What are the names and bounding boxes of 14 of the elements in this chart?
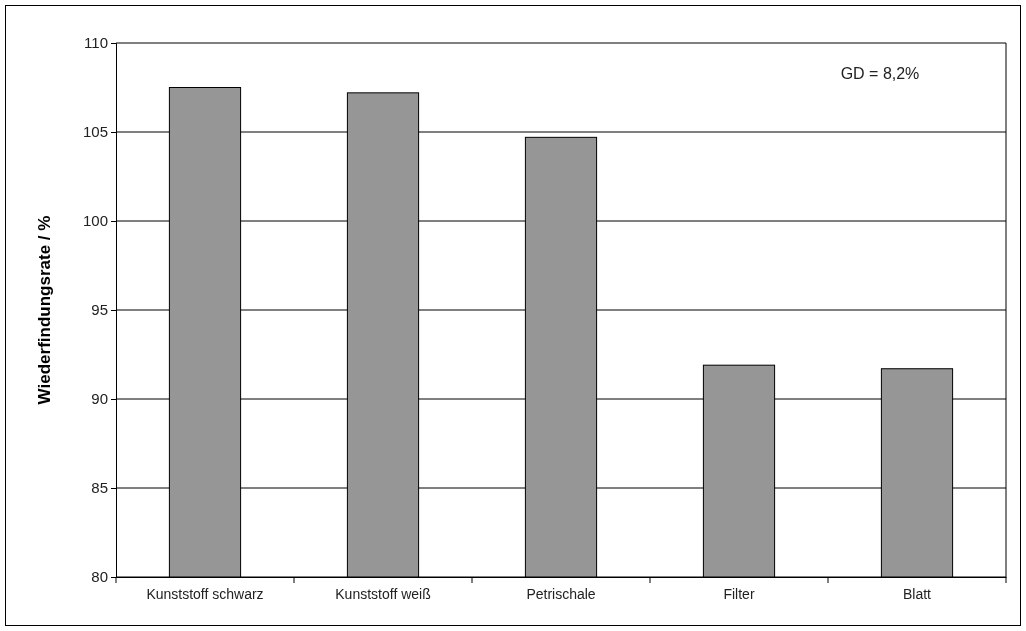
y-tick-label: 90 [91, 390, 108, 408]
x-tick-label: Kunststoff weiß [335, 585, 431, 602]
y-tick-label: 85 [91, 479, 108, 497]
y-tick-label: 110 [84, 34, 108, 52]
y-tick-label: 100 [82, 212, 108, 230]
x-tick-label: Petrischale [526, 585, 596, 602]
x-tick-label: Blatt [902, 585, 932, 602]
y-tick-label: 80 [91, 568, 108, 586]
y-tick-label: 95 [91, 301, 108, 319]
x-tick-label: Filter [723, 585, 755, 602]
y-axis-title: Wiederfindungsrate / % [35, 215, 54, 405]
y-tick-label: 105 [82, 123, 108, 141]
annotation: GD = 8,2% [840, 65, 920, 82]
x-tick-label: Kunststoff schwarz [146, 585, 264, 602]
